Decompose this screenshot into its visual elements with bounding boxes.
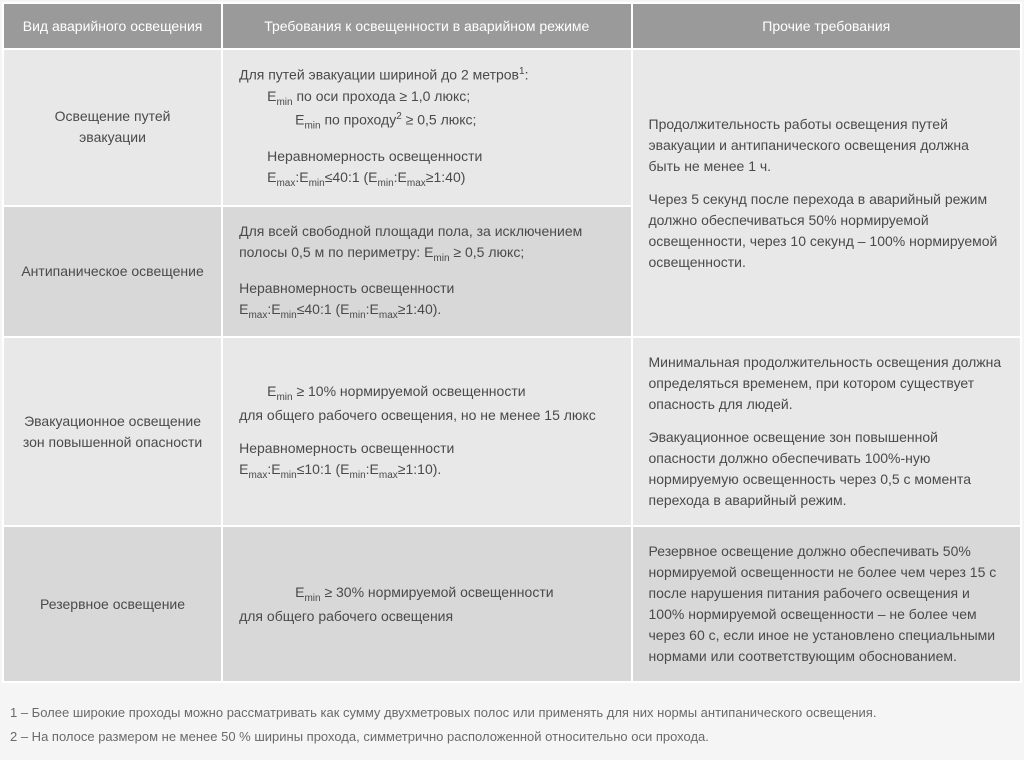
req-line: Для всей свободной площади пола, за искл…: [239, 221, 614, 266]
footnote-1: 1 – Более широкие проходы можно рассматр…: [10, 701, 1014, 724]
cell-other-3: Минимальная продолжительность освещения …: [633, 338, 1020, 525]
header-type: Вид аварийного освещения: [4, 4, 221, 48]
cell-other-12: Продолжительность работы освещения путей…: [633, 50, 1020, 336]
req-line: для общего рабочего освещения: [239, 606, 614, 627]
cell-req-2: Для всей свободной площади пола, за искл…: [223, 207, 630, 337]
cell-type-4: Резервное освещение: [4, 527, 221, 681]
header-requirements: Требования к освещенности в аварийном ре…: [223, 4, 630, 48]
cell-type-2: Антипаническое освещение: [4, 207, 221, 337]
req-line: Неравномерность освещенности: [239, 146, 614, 167]
footnote-2: 2 – На полосе размером не менее 50 % шир…: [10, 725, 1014, 748]
req-line: Emin ≥ 10% нормируемой освещенности: [239, 381, 614, 405]
req-line: Для путей эвакуации шириной до 2 метров1…: [239, 64, 614, 86]
req-line: Emin ≥ 30% нормируемой освещенности: [239, 582, 614, 606]
cell-other-4: Резервное освещение должно обеспечивать …: [633, 527, 1020, 681]
header-other: Прочие требования: [633, 4, 1020, 48]
other-para: Продолжительность работы освещения путей…: [649, 114, 1004, 177]
req-line: Emin по оси прохода ≥ 1,0 люкс;: [239, 86, 614, 110]
table-row: Резервное освещение Emin ≥ 30% нормируем…: [4, 527, 1020, 681]
table-row: Освещение путей эвакуации Для путей эвак…: [4, 50, 1020, 205]
req-line: Неравномерность освещенности: [239, 438, 614, 459]
cell-type-3: Эвакуационное освещение зон повышенной о…: [4, 338, 221, 525]
req-line: Emin по проходу2 ≥ 0,5 люкс;: [239, 109, 614, 133]
req-line: Emax:Emin≤40:1 (Emin:Emax≥1:40): [239, 167, 614, 191]
emergency-lighting-table: Вид аварийного освещения Требования к ос…: [2, 2, 1022, 683]
other-para: Через 5 секунд после перехода в аварийны…: [649, 189, 1004, 273]
req-line: Emax:Emin≤40:1 (Emin:Emax≥1:40).: [239, 299, 614, 323]
req-line: для общего рабочего освещения, но не мен…: [239, 405, 614, 426]
req-line: Emax:Emin≤10:1 (Emin:Emax≥1:10).: [239, 459, 614, 483]
cell-type-1: Освещение путей эвакуации: [4, 50, 221, 205]
other-para: Минимальная продолжительность освещения …: [649, 352, 1004, 415]
table-header-row: Вид аварийного освещения Требования к ос…: [4, 4, 1020, 48]
cell-req-1: Для путей эвакуации шириной до 2 метров1…: [223, 50, 630, 205]
cell-req-3: Emin ≥ 10% нормируемой освещенности для …: [223, 338, 630, 525]
table-row: Эвакуационное освещение зон повышенной о…: [4, 338, 1020, 525]
cell-req-4: Emin ≥ 30% нормируемой освещенности для …: [223, 527, 630, 681]
req-line: Неравномерность освещенности: [239, 278, 614, 299]
footnotes: 1 – Более широкие проходы можно рассматр…: [2, 683, 1022, 758]
other-para: Эвакуационное освещение зон повышенной о…: [649, 427, 1004, 511]
